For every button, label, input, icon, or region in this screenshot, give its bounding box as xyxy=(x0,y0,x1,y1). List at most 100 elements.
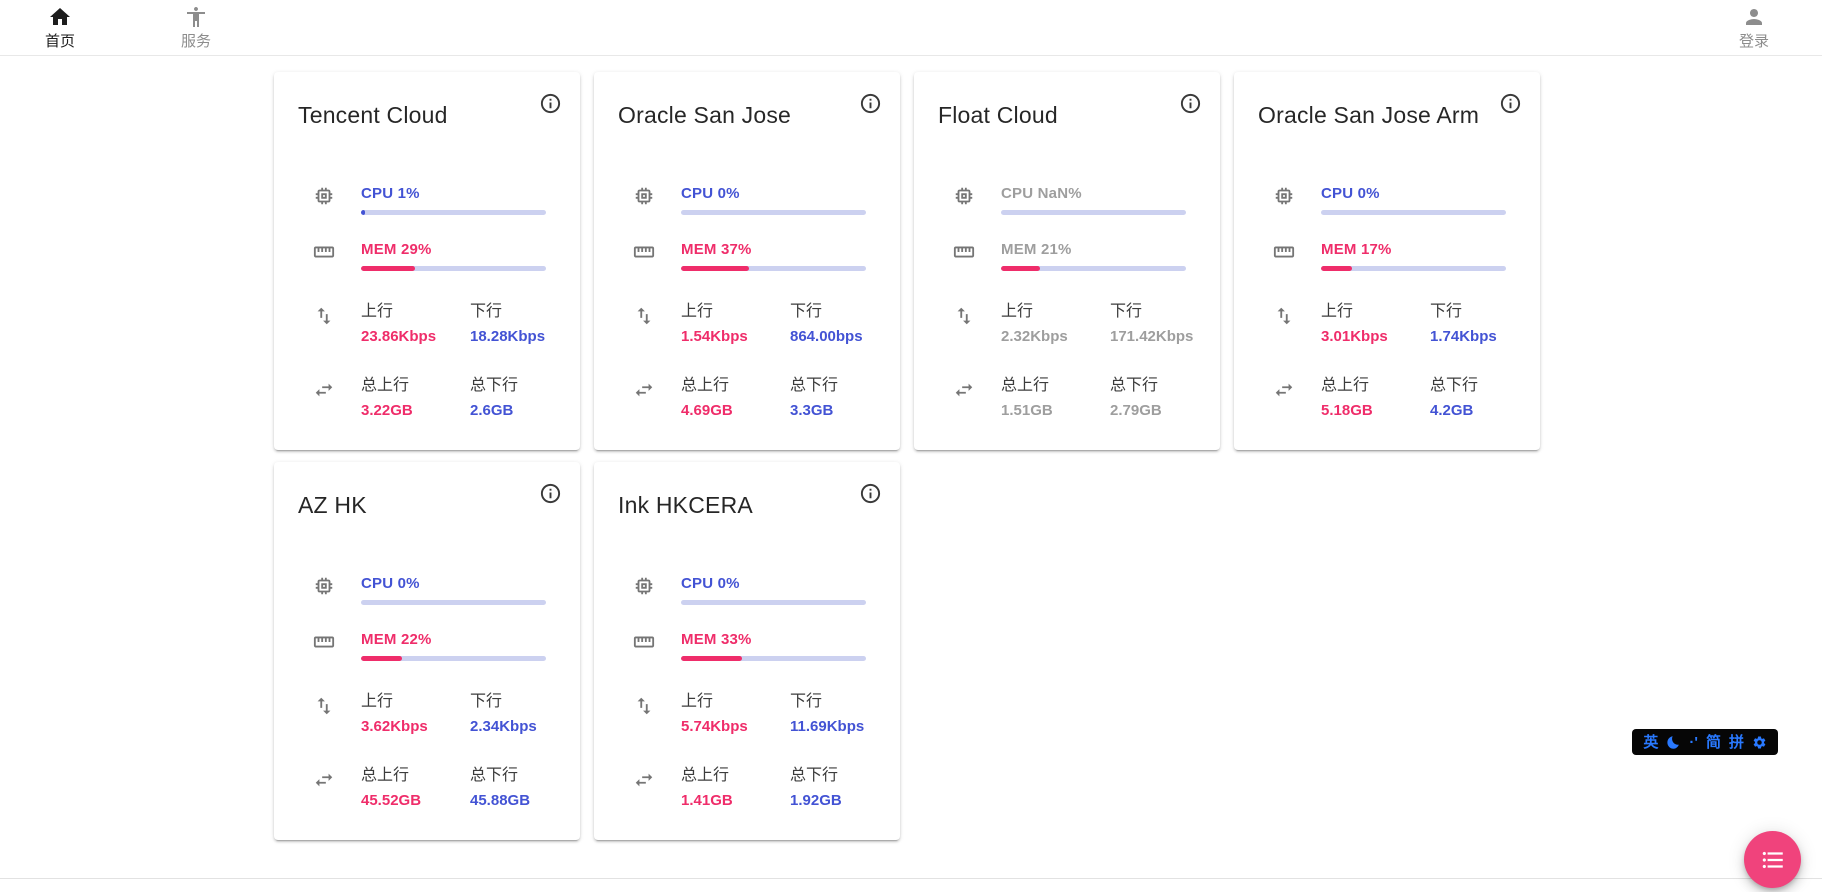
mem-progress-fill xyxy=(1001,266,1040,271)
download-label: 下行 xyxy=(470,693,503,710)
info-icon[interactable] xyxy=(1499,92,1522,115)
server-name: Ink HKCERA xyxy=(618,492,753,518)
ruler-icon xyxy=(1258,241,1321,271)
total-upload-value: 45.52GB xyxy=(361,792,422,809)
list-icon xyxy=(1762,851,1783,868)
total-download-value: 45.88GB xyxy=(470,792,531,809)
speed-row: 上行 5.74Kbps 下行 11.69Kbps xyxy=(618,687,880,735)
mem-progress-fill xyxy=(361,656,402,661)
swap-horiz-icon xyxy=(1258,371,1321,419)
cpu-chip-icon xyxy=(618,185,681,215)
nav-label-login: 登录 xyxy=(1738,32,1769,50)
ruler-icon xyxy=(618,241,681,271)
cpu-row: CPU 0% xyxy=(618,185,880,215)
total-download-value: 3.3GB xyxy=(790,402,834,419)
mem-row: MEM 22% xyxy=(298,631,560,661)
swap-horiz-icon xyxy=(298,761,361,809)
upload-label: 上行 xyxy=(681,303,714,320)
ime-status-bar: 英 ·' 简拼 xyxy=(1632,729,1778,755)
server-list-fab[interactable] xyxy=(1744,831,1801,888)
server-card: Oracle San Jose CPU 0% MEM 37% xyxy=(594,72,900,450)
cpu-row: CPU 0% xyxy=(1258,185,1520,215)
total-row: 总上行 1.51GB 总下行 2.79GB xyxy=(938,371,1200,419)
cpu-row: CPU 0% xyxy=(618,575,880,605)
moon-icon[interactable] xyxy=(1666,735,1681,750)
swap-vert-icon xyxy=(618,297,681,345)
cpu-row: CPU 1% xyxy=(298,185,560,215)
server-stats: CPU 0% MEM 33% 上行 xyxy=(618,575,880,809)
upload-speed: 2.32Kbps xyxy=(1001,328,1068,345)
server-name: AZ HK xyxy=(298,492,367,518)
cpu-usage-text: CPU 0% xyxy=(361,575,420,592)
total-download-value: 4.2GB xyxy=(1430,402,1474,419)
server-card: Ink HKCERA CPU 0% MEM 33% xyxy=(594,462,900,840)
nav-item-services[interactable]: 服务 xyxy=(164,5,228,51)
swap-horiz-icon xyxy=(618,371,681,419)
upload-speed: 23.86Kbps xyxy=(361,328,437,345)
total-download-label: 总下行 xyxy=(790,377,839,394)
total-download-label: 总下行 xyxy=(470,377,519,394)
upload-speed: 3.62Kbps xyxy=(361,718,428,735)
speed-row: 上行 3.62Kbps 下行 2.34Kbps xyxy=(298,687,560,735)
cpu-row: CPU 0% xyxy=(298,575,560,605)
mem-usage-text: MEM 21% xyxy=(1001,241,1072,258)
info-icon[interactable] xyxy=(539,92,562,115)
download-speed: 18.28Kbps xyxy=(470,328,546,345)
ime-mode-4[interactable]: 拼 xyxy=(1728,733,1744,751)
upload-speed: 1.54Kbps xyxy=(681,328,748,345)
download-label: 下行 xyxy=(790,693,823,710)
download-speed: 2.34Kbps xyxy=(470,718,537,735)
upload-label: 上行 xyxy=(1321,303,1354,320)
speed-row: 上行 1.54Kbps 下行 864.00bps xyxy=(618,297,880,345)
mem-progress-bar xyxy=(681,656,866,661)
upload-label: 上行 xyxy=(1001,303,1034,320)
upload-speed: 5.74Kbps xyxy=(681,718,748,735)
ime-mode-3[interactable]: 简 xyxy=(1705,733,1721,751)
mem-usage-text: MEM 22% xyxy=(361,631,432,648)
total-download-value: 2.6GB xyxy=(470,402,514,419)
cpu-chip-icon xyxy=(298,185,361,215)
mem-usage-text: MEM 17% xyxy=(1321,241,1392,258)
download-speed: 864.00bps xyxy=(790,328,863,345)
total-download-value: 2.79GB xyxy=(1110,402,1162,419)
info-icon[interactable] xyxy=(859,482,882,505)
mem-row: MEM 29% xyxy=(298,241,560,271)
server-grid: Tencent Cloud CPU 1% MEM 29% xyxy=(274,72,1574,840)
cpu-usage-text: CPU 0% xyxy=(1321,185,1380,202)
download-label: 下行 xyxy=(1430,303,1463,320)
cpu-usage-text: CPU 0% xyxy=(681,185,740,202)
nav-item-login[interactable]: 登录 xyxy=(1722,5,1786,51)
ime-mode-0[interactable]: 英 xyxy=(1643,733,1659,751)
download-label: 下行 xyxy=(790,303,823,320)
download-speed: 171.42Kbps xyxy=(1110,328,1194,345)
nav-item-home[interactable]: 首页 xyxy=(28,5,92,51)
cpu-usage-text: CPU NaN% xyxy=(1001,185,1082,202)
ime-mode-2[interactable]: ·' xyxy=(1689,733,1698,751)
gear-icon[interactable] xyxy=(1752,735,1767,750)
speed-row: 上行 3.01Kbps 下行 1.74Kbps xyxy=(1258,297,1520,345)
total-row: 总上行 3.22GB 总下行 2.6GB xyxy=(298,371,560,419)
total-upload-label: 总上行 xyxy=(1001,377,1050,394)
server-stats: CPU 0% MEM 37% 上行 xyxy=(618,185,880,419)
swap-horiz-icon xyxy=(618,761,681,809)
nav-label-home: 首页 xyxy=(44,32,75,50)
ruler-icon xyxy=(618,631,681,661)
total-row: 总上行 1.41GB 总下行 1.92GB xyxy=(618,761,880,809)
info-icon[interactable] xyxy=(1179,92,1202,115)
mem-progress-bar xyxy=(1001,266,1186,271)
swap-horiz-icon xyxy=(298,371,361,419)
home-icon xyxy=(48,5,72,29)
total-download-label: 总下行 xyxy=(790,767,839,784)
upload-speed: 3.01Kbps xyxy=(1321,328,1388,345)
info-icon[interactable] xyxy=(539,482,562,505)
info-icon[interactable] xyxy=(859,92,882,115)
accessibility-icon xyxy=(184,5,208,29)
speed-row: 上行 23.86Kbps 下行 18.28Kbps xyxy=(298,297,560,345)
cpu-progress-bar xyxy=(361,210,546,215)
mem-usage-text: MEM 37% xyxy=(681,241,752,258)
mem-row: MEM 21% xyxy=(938,241,1200,271)
upload-label: 上行 xyxy=(361,693,394,710)
cpu-row: CPU NaN% xyxy=(938,185,1200,215)
server-stats: CPU 1% MEM 29% 上行 xyxy=(298,185,560,419)
mem-row: MEM 33% xyxy=(618,631,880,661)
